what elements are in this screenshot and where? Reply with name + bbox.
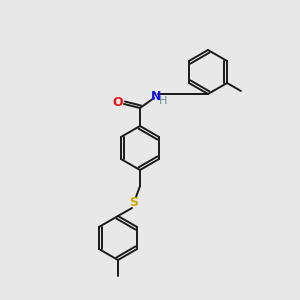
Text: O: O [113, 97, 123, 110]
Text: N: N [151, 91, 161, 103]
Text: S: S [130, 196, 139, 208]
Text: H: H [159, 96, 167, 106]
